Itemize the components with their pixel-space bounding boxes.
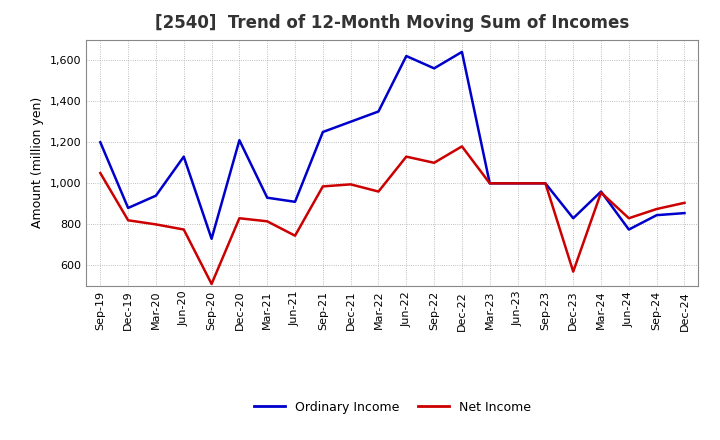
Line: Ordinary Income: Ordinary Income xyxy=(100,52,685,239)
Net Income xyxy=(402,154,410,159)
Ordinary Income xyxy=(318,129,327,135)
Ordinary Income xyxy=(291,199,300,205)
Ordinary Income xyxy=(569,216,577,221)
Ordinary Income xyxy=(96,139,104,145)
Ordinary Income xyxy=(458,49,467,55)
Ordinary Income xyxy=(263,195,271,200)
Ordinary Income xyxy=(485,181,494,186)
Net Income xyxy=(597,190,606,195)
Net Income xyxy=(152,222,161,227)
Net Income xyxy=(235,216,243,221)
Ordinary Income xyxy=(513,181,522,186)
Line: Net Income: Net Income xyxy=(100,147,685,284)
Net Income xyxy=(652,206,661,212)
Net Income xyxy=(541,181,550,186)
Ordinary Income xyxy=(152,193,161,198)
Ordinary Income xyxy=(207,236,216,242)
Net Income xyxy=(374,189,383,194)
Net Income xyxy=(485,181,494,186)
Y-axis label: Amount (million yen): Amount (million yen) xyxy=(32,97,45,228)
Ordinary Income xyxy=(346,119,355,125)
Title: [2540]  Trend of 12-Month Moving Sum of Incomes: [2540] Trend of 12-Month Moving Sum of I… xyxy=(156,15,629,33)
Net Income xyxy=(458,144,467,149)
Net Income xyxy=(430,160,438,165)
Net Income xyxy=(569,269,577,274)
Ordinary Income xyxy=(374,109,383,114)
Ordinary Income xyxy=(124,205,132,211)
Net Income xyxy=(680,200,689,205)
Ordinary Income xyxy=(652,213,661,218)
Net Income xyxy=(124,218,132,223)
Net Income xyxy=(263,219,271,224)
Ordinary Income xyxy=(179,154,188,159)
Net Income xyxy=(513,181,522,186)
Net Income xyxy=(346,182,355,187)
Net Income xyxy=(179,227,188,232)
Net Income xyxy=(207,281,216,286)
Net Income xyxy=(291,233,300,238)
Ordinary Income xyxy=(597,189,606,194)
Legend: Ordinary Income, Net Income: Ordinary Income, Net Income xyxy=(248,396,536,419)
Ordinary Income xyxy=(680,210,689,216)
Ordinary Income xyxy=(430,66,438,71)
Ordinary Income xyxy=(402,53,410,59)
Ordinary Income xyxy=(624,227,633,232)
Ordinary Income xyxy=(541,181,550,186)
Net Income xyxy=(318,184,327,189)
Net Income xyxy=(624,216,633,221)
Net Income xyxy=(96,170,104,176)
Ordinary Income xyxy=(235,138,243,143)
